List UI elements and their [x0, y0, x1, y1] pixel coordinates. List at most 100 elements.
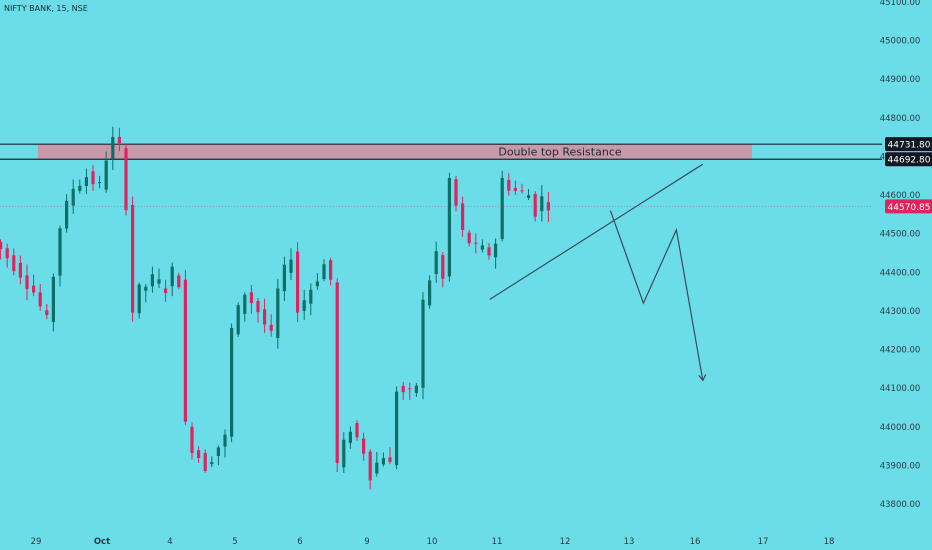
- candle-body: [414, 385, 418, 393]
- candle-body: [461, 203, 465, 230]
- ascending-trendline[interactable]: [489, 163, 704, 300]
- candle-body: [203, 452, 207, 471]
- candle-body: [45, 310, 49, 316]
- candle-body: [546, 202, 550, 211]
- candle-body: [269, 324, 273, 331]
- time-tick-label: 29: [31, 537, 42, 547]
- candle-body: [12, 255, 16, 272]
- candle-body: [51, 276, 55, 323]
- price-tick-label: 44600.00: [880, 191, 921, 201]
- time-tick-label: 4: [167, 537, 172, 547]
- candle-body: [494, 243, 498, 258]
- candle-body: [520, 190, 524, 192]
- candle-body: [533, 193, 537, 217]
- price-level-tag-label: 44692.80: [888, 156, 931, 166]
- candle-body: [428, 280, 432, 306]
- candle-body: [164, 288, 168, 294]
- drawings-layer: [489, 163, 707, 382]
- candle-body: [170, 266, 174, 287]
- candle-body: [71, 188, 75, 206]
- price-level-tags: 44731.80 44692.80 44570.85: [885, 137, 932, 214]
- candle-body: [216, 447, 220, 456]
- candle-body: [104, 160, 108, 190]
- candle-body: [78, 185, 82, 191]
- candle-body: [210, 462, 214, 465]
- candle-body: [454, 179, 458, 206]
- time-tick-label: 10: [427, 537, 438, 547]
- candle-body: [487, 247, 491, 256]
- resistance-zone-layer: Double top Resistance: [38, 144, 752, 160]
- candle-body: [190, 426, 194, 453]
- candle-body: [91, 171, 95, 185]
- candle-body: [296, 251, 300, 313]
- candle-body: [395, 391, 399, 466]
- candle-body: [540, 196, 544, 212]
- candle-body: [25, 275, 29, 289]
- candle-body: [480, 245, 484, 250]
- candle-body: [322, 264, 326, 280]
- time-tick-label: Oct: [94, 537, 110, 547]
- candle-body: [263, 309, 267, 325]
- candle-body: [527, 195, 531, 198]
- time-tick-label: 17: [758, 537, 769, 547]
- price-tick-label: 44100.00: [880, 384, 921, 394]
- candle-body: [381, 458, 385, 465]
- candle-body: [421, 299, 425, 388]
- candle-body: [183, 279, 187, 422]
- candle-body: [467, 232, 471, 244]
- time-tick-label: 5: [232, 537, 237, 547]
- candle-body: [401, 385, 405, 393]
- candle-body: [177, 275, 181, 288]
- candle-body: [223, 434, 227, 447]
- candle-body: [302, 300, 306, 311]
- candle-body: [38, 292, 42, 307]
- candle-body: [375, 462, 379, 474]
- time-axis[interactable]: 29 Oct 4 5 6 9 10 11 12 13 16 17 18: [31, 537, 835, 547]
- time-tick-label: 6: [297, 537, 302, 547]
- candle-body: [348, 431, 352, 443]
- resistance-zone: [38, 144, 752, 160]
- price-axis[interactable]: 43800.00 43900.00 44000.00 44100.00 44200.00…: [880, 0, 921, 510]
- price-tick-label: 43800.00: [880, 500, 921, 510]
- symbol-title: NIFTY BANK, 15, NSE: [4, 4, 88, 13]
- candle-body: [249, 292, 253, 304]
- price-tick-label: 44800.00: [880, 114, 921, 124]
- candle-body: [447, 177, 451, 277]
- price-level-tag-label: 44570.85: [888, 203, 931, 213]
- candle-body: [513, 187, 517, 191]
- time-tick-label: 16: [690, 537, 701, 547]
- candle-body: [18, 262, 22, 278]
- candle-body: [5, 248, 9, 259]
- candle-body: [342, 439, 346, 468]
- projection-path[interactable]: [609, 210, 704, 381]
- candle-body: [256, 300, 260, 313]
- time-tick-label: 18: [824, 537, 835, 547]
- candle-body: [98, 182, 102, 184]
- candle-body: [144, 286, 148, 291]
- candle-body: [150, 274, 154, 287]
- price-level-tag-label: 44731.80: [888, 141, 931, 151]
- candle-body: [0, 241, 3, 250]
- candle-body: [124, 148, 128, 211]
- candle-body: [434, 251, 438, 275]
- candle-body: [32, 285, 36, 293]
- candle-body: [197, 450, 201, 458]
- candle-body: [282, 264, 286, 292]
- candle-body: [236, 305, 240, 335]
- price-tick-label: 44200.00: [880, 346, 921, 356]
- candle-body: [474, 242, 478, 244]
- price-tick-label: 43900.00: [880, 461, 921, 471]
- candle-body: [441, 255, 445, 279]
- candle-body: [137, 284, 141, 314]
- candle-body: [355, 422, 359, 438]
- candle-body: [289, 259, 293, 273]
- price-tick-label: 45000.00: [880, 37, 921, 47]
- projection-arrowhead: [698, 374, 707, 382]
- candle-body: [315, 281, 319, 287]
- candle-body: [329, 260, 333, 280]
- candlestick-series: [0, 126, 550, 490]
- candle-body: [368, 451, 372, 481]
- price-level-tag: [885, 152, 932, 167]
